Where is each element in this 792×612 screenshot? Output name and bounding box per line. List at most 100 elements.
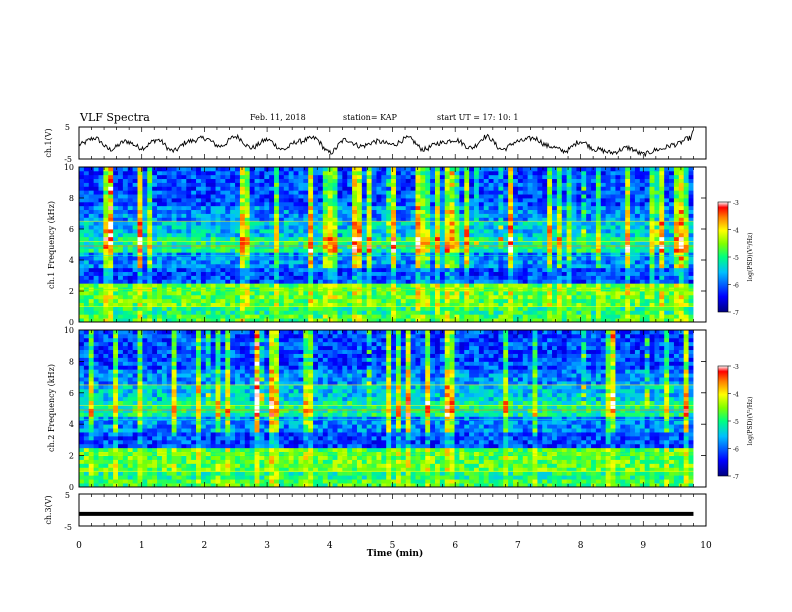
spectrogram-cell xyxy=(386,294,392,300)
spectrogram-cell xyxy=(191,271,197,276)
spectrogram-cell xyxy=(430,271,436,276)
spectrogram-cell xyxy=(386,229,392,234)
spectrogram-cell xyxy=(552,194,558,199)
spectrogram-cell xyxy=(259,167,265,172)
spectrogram-cell xyxy=(430,318,436,323)
spectrogram-cell xyxy=(239,248,246,253)
spectrogram-cell xyxy=(166,318,173,323)
spectrogram-cell xyxy=(137,221,143,226)
spectrogram-cell xyxy=(425,291,431,296)
spectrogram-cell xyxy=(161,244,168,249)
spectrogram-cell xyxy=(532,190,538,195)
spectrogram-cell xyxy=(288,194,294,199)
spectrogram-cell xyxy=(88,298,95,304)
spectrogram-cell xyxy=(576,252,582,257)
spectrogram-cell xyxy=(405,236,412,242)
spectrogram-cell xyxy=(400,236,407,242)
spectrogram-cell xyxy=(488,232,494,238)
spectrogram-cell xyxy=(571,240,577,245)
spectrogram-cell xyxy=(395,256,402,261)
spectrogram-cell xyxy=(542,314,548,319)
spectrogram-cell xyxy=(522,310,529,315)
spectrogram-cell xyxy=(93,291,99,296)
spectrogram-cell xyxy=(659,306,665,311)
spectrogram-cell xyxy=(176,236,182,242)
spectrogram-cell xyxy=(376,221,382,226)
spectrogram-cell xyxy=(83,229,90,234)
spectrogram-cell xyxy=(308,170,314,176)
spectrogram-cell xyxy=(342,256,348,261)
spectrogram-cell xyxy=(254,190,260,195)
spectrogram-cell xyxy=(347,205,353,211)
spectrogram-cell xyxy=(464,252,470,257)
spectrogram-cell xyxy=(474,298,480,304)
spectrogram-cell xyxy=(288,306,294,311)
spectrogram-cell xyxy=(118,221,124,226)
spectrogram-cell xyxy=(122,310,129,315)
spectrogram-cell xyxy=(600,186,607,191)
spectrogram-cell xyxy=(581,201,587,207)
spectrogram-cell xyxy=(205,190,212,195)
spectrogram-cell xyxy=(395,294,402,300)
spectrogram-cell xyxy=(327,170,333,176)
spectrogram-cell xyxy=(620,167,626,172)
spectrogram-cell xyxy=(493,240,499,245)
spectrogram-cell xyxy=(93,275,99,280)
spectrogram-cell xyxy=(576,209,582,214)
spectrogram-cell xyxy=(439,248,446,253)
spectrogram-cell xyxy=(147,236,153,242)
spectrogram-cell xyxy=(225,291,231,296)
spectrogram-cell xyxy=(79,244,85,249)
spectrogram-cell xyxy=(122,194,129,199)
spectrogram-cell xyxy=(337,260,343,265)
spectrogram-cell xyxy=(127,306,134,311)
spectrogram-cell xyxy=(313,201,319,207)
spectrogram-cell xyxy=(264,248,270,253)
spectrogram-cell xyxy=(127,221,134,226)
spectrogram-cell xyxy=(327,167,333,172)
spectrogram-cell xyxy=(561,186,568,191)
spectrogram-cell xyxy=(395,174,402,180)
spectrogram-cell xyxy=(425,217,431,222)
spectrogram-cell xyxy=(79,298,85,304)
spectrogram-cell xyxy=(513,302,519,307)
spectrogram-cell xyxy=(552,306,558,311)
spectrogram-cell xyxy=(391,236,397,242)
spectrogram-cell xyxy=(449,182,455,187)
spectrogram-cell xyxy=(196,236,202,242)
spectrogram-cell xyxy=(283,167,290,172)
spectrogram-cell xyxy=(410,298,416,304)
spectrogram-cell xyxy=(293,201,299,207)
spectrogram-cell xyxy=(239,244,246,249)
spectrogram-cell xyxy=(161,201,168,207)
spectrogram-cell xyxy=(108,209,114,214)
spectrogram-cell xyxy=(610,170,616,176)
spectrogram-cell xyxy=(547,252,553,257)
spectrogram-cell xyxy=(337,256,343,261)
spectrogram-cell xyxy=(283,298,290,304)
spectrogram-cell xyxy=(664,306,670,311)
spectrogram-cell xyxy=(356,198,363,203)
spectrogram-cell xyxy=(620,252,626,257)
spectrogram-cell xyxy=(581,229,587,234)
spectrogram-cell xyxy=(337,174,343,180)
spectrogram-cell xyxy=(600,174,607,180)
spectrogram-cell xyxy=(161,229,168,234)
spectrogram-cell xyxy=(537,263,543,269)
spectrogram-cell xyxy=(527,170,533,176)
spectrogram-cell xyxy=(269,232,275,238)
spectrogram-cell xyxy=(581,232,587,238)
spectrogram-cell xyxy=(571,260,577,265)
spectrogram-cell xyxy=(361,248,368,253)
spectrogram-cell xyxy=(366,167,372,172)
spectrogram-cell xyxy=(464,263,470,269)
spectrogram-cell xyxy=(571,229,577,234)
spectrogram-cell xyxy=(366,170,372,176)
spectrogram-cell xyxy=(615,213,621,218)
spectrogram-cell xyxy=(371,275,377,280)
spectrogram-cell xyxy=(356,182,363,187)
spectrogram-cell xyxy=(386,263,392,269)
spectrogram-cell xyxy=(449,310,455,315)
spectrogram-cell xyxy=(620,298,626,304)
spectrogram-cell xyxy=(459,178,465,183)
